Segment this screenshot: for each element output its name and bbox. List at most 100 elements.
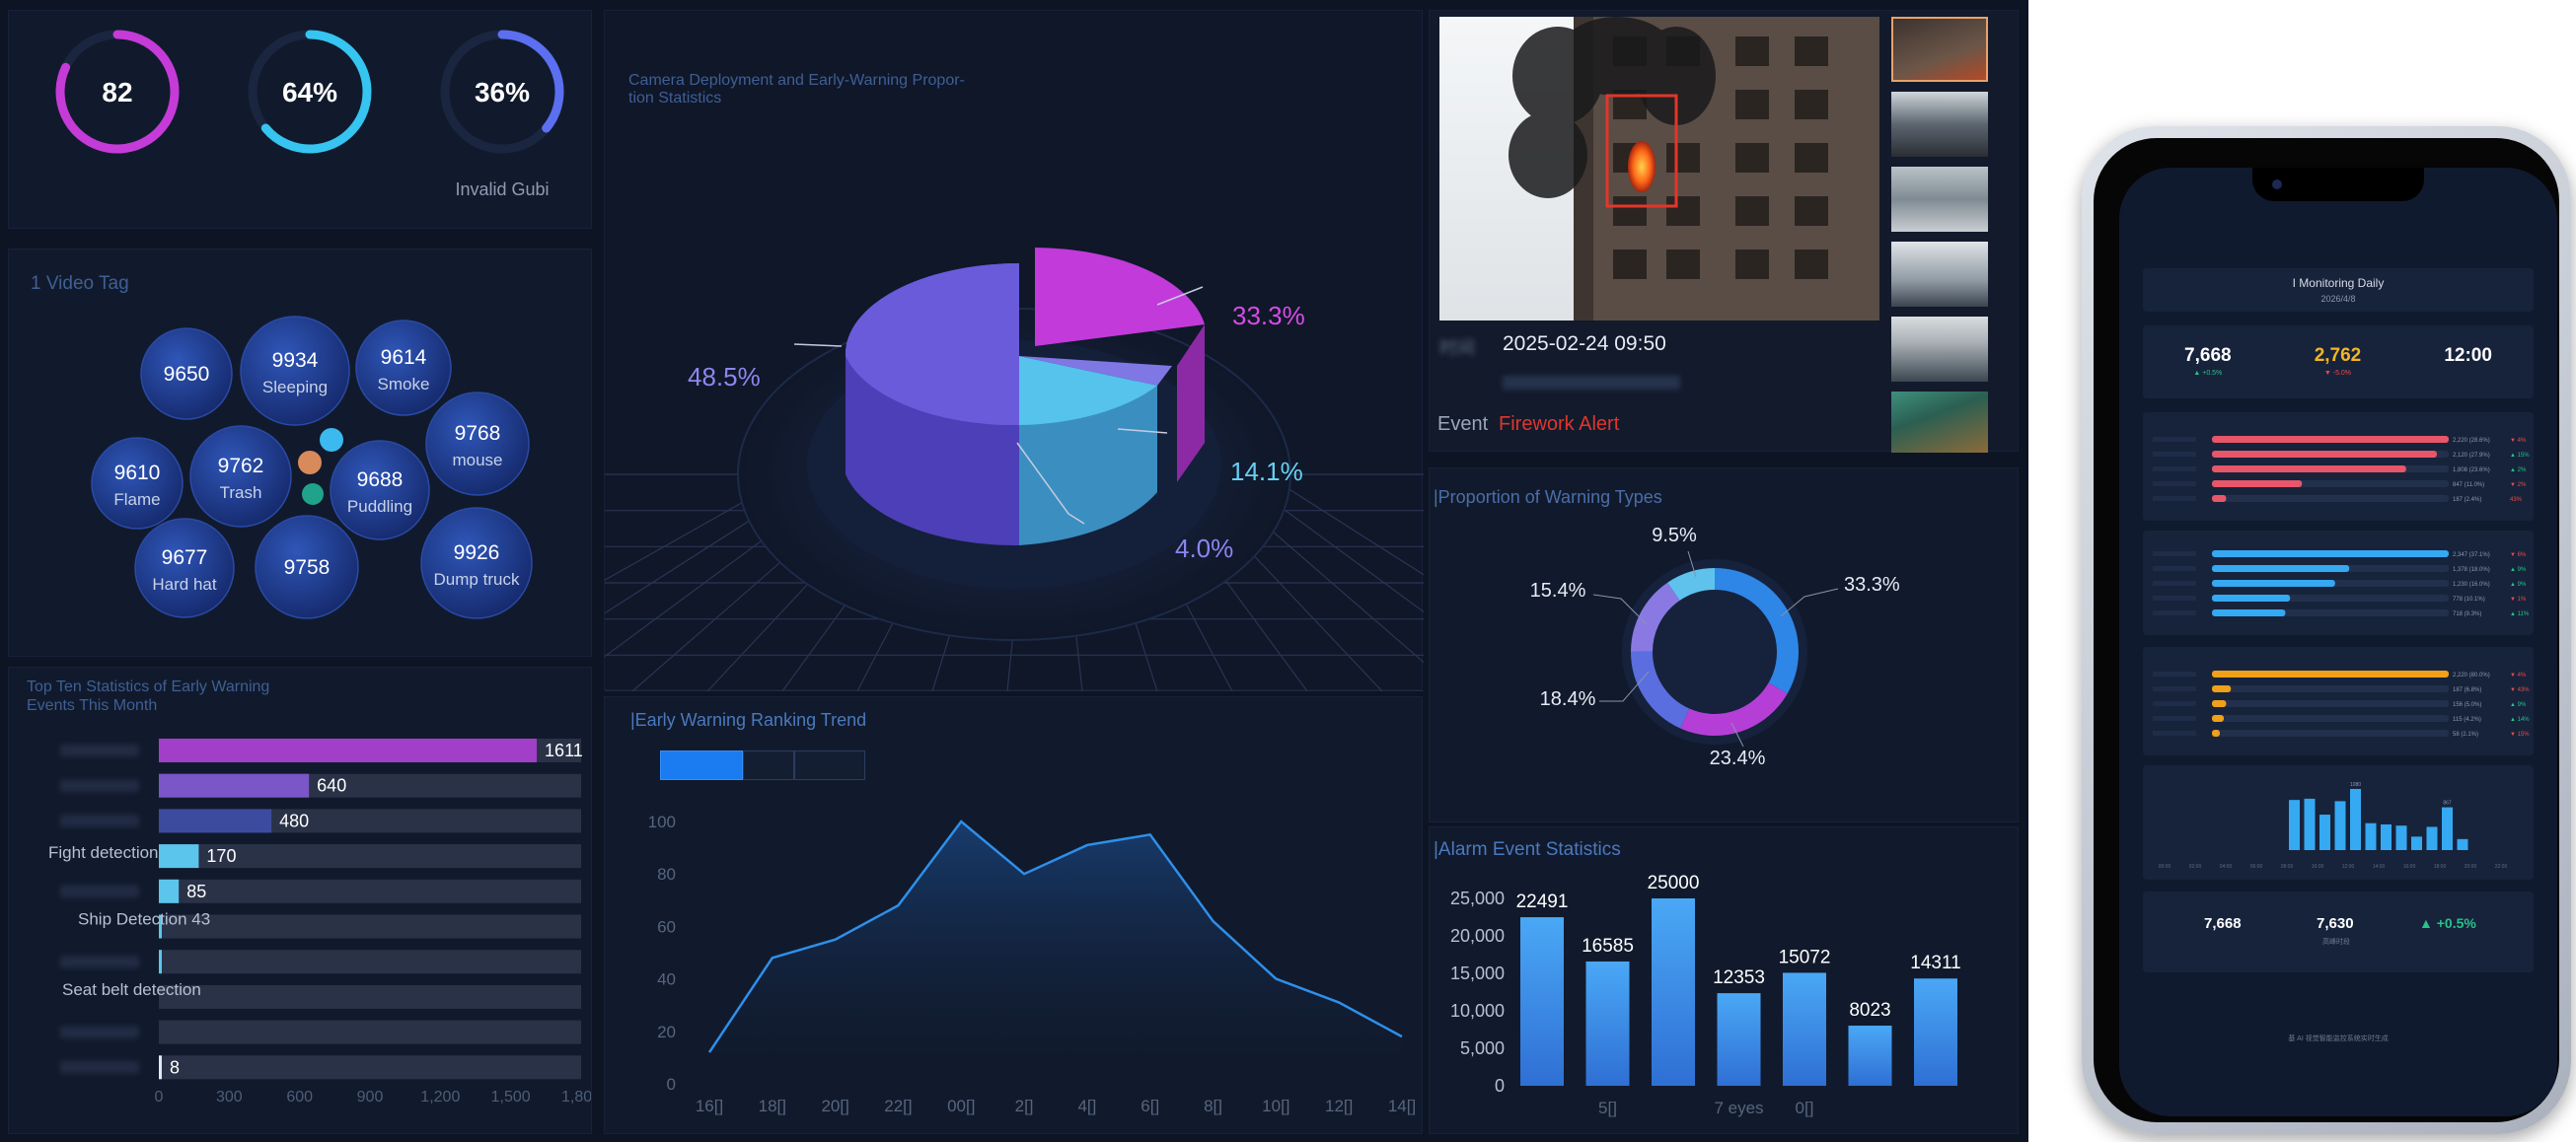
phone-bar-fill <box>2212 480 2303 487</box>
alarm-bar <box>1585 961 1630 1086</box>
donut-slice <box>1714 568 1799 694</box>
phone-row-label-blurred <box>2153 610 2196 615</box>
video-tag-panel: 1 Video Tag 9650 9934 Sleeping 9614 Smoke 976… <box>8 249 592 657</box>
phone-bar-track <box>2212 700 2449 707</box>
alarm-x-tick: 5[] <box>1598 1099 1617 1117</box>
trend-tab-week[interactable] <box>743 750 794 780</box>
video-tag-bubble <box>91 437 184 530</box>
phone-stats-card: 7,668 ▲ +0.5% 2,762 ▼ -5.0% 12:00 <box>2143 325 2534 398</box>
alarm-bar <box>1914 978 1957 1086</box>
donut-label: 15.4% <box>1530 580 1586 602</box>
deployment-title: Camera Deployment and Early-Warning Prop… <box>628 72 965 107</box>
trend-x-tick: 14[] <box>1388 1097 1416 1115</box>
alarm-y-tick: 15,000 <box>1450 964 1505 983</box>
top-ten-bar <box>159 844 199 869</box>
camera-main-image[interactable] <box>1439 17 1879 321</box>
bubble-value: 9934 <box>272 349 319 372</box>
warning-types-panel: |Proportion of Warning Types 33.3% 23.4% 1… <box>1429 467 2019 822</box>
video-tag-bubble <box>189 425 292 528</box>
phone-stat-value: 2,762 <box>2314 345 2362 366</box>
trend-y-tick: 60 <box>657 917 676 936</box>
phone-row-label-blurred <box>2153 596 2196 601</box>
camera-time-label: 时间 <box>1439 338 1475 358</box>
video-tag-bubble <box>240 316 350 426</box>
camera-thumb-1[interactable] <box>1891 17 1988 82</box>
donut-slice <box>1680 682 1788 736</box>
bubble-value: 9650 <box>164 363 210 386</box>
donut-label: 18.4% <box>1540 688 1596 710</box>
phone-row-label-blurred <box>2153 581 2196 586</box>
phone-row-label-blurred <box>2153 437 2196 442</box>
dashboard: 82 64% 36% Invalid Gubi 1 Video Tag 9650 993… <box>0 0 2024 1142</box>
bubble-value: 9768 <box>455 422 501 445</box>
trend-y-tick: 20 <box>657 1023 676 1041</box>
camera-thumb-2[interactable] <box>1891 92 1988 157</box>
trend-panel: |Early Warning Ranking Trend 0 20 40 60 80 10… <box>604 696 1423 1134</box>
phone-bar-track <box>2212 495 2449 502</box>
phone-stat-value: 12:00 <box>2444 345 2492 366</box>
top-ten-label: Fight detection <box>48 843 159 862</box>
trend-tab-month[interactable] <box>794 750 865 780</box>
phone-bar-fill <box>2212 671 2449 678</box>
top-ten-label-blurred <box>60 956 139 968</box>
camera-thumb-6[interactable] <box>1891 392 1988 453</box>
camera-thumb-4[interactable] <box>1891 242 1988 307</box>
pie-label: 14.1% <box>1230 457 1303 486</box>
pie-leader <box>1156 286 1204 306</box>
pie-label: 4.0% <box>1175 534 1233 563</box>
deployment-title-line2: tion Statistics <box>628 90 722 107</box>
phone-screen: I Monitoring Daily 2026/4/8 7,668 ▲ +0.5%… <box>2119 168 2557 1116</box>
top-ten-track <box>159 950 581 974</box>
phone-bar-text: 187 (2.4%) <box>2453 497 2481 503</box>
donut-leader <box>1599 671 1650 702</box>
phone-stat: 12:00 <box>2444 345 2492 377</box>
phone-stat-value: 7,668 <box>2184 345 2232 366</box>
phone-mini-tick: 06:00 <box>2250 864 2263 870</box>
donut-slice <box>1631 582 1680 653</box>
phone-bottom-c: ▲ +0.5% <box>2419 915 2476 931</box>
phone-mini-tick: 04:00 <box>2220 864 2233 870</box>
phone-date: 2026/4/8 <box>2320 294 2356 304</box>
phone-bar-text: 58 (2.1%) <box>2453 732 2478 738</box>
phone-bar-text: 847 (11.0%) <box>2453 482 2484 488</box>
bubble-value: 9614 <box>381 346 427 369</box>
alarm-bar-label: 15072 <box>1779 947 1831 967</box>
phone-bar-text: 156 (5.0%) <box>2453 702 2481 708</box>
video-tag-bubbles: 9650 9934 Sleeping 9614 Smoke 9768 mouse 9610 Fl… <box>91 316 533 619</box>
top-ten-label-blurred <box>60 1026 139 1038</box>
gauge-arc <box>260 30 372 154</box>
phone-mockup: I Monitoring Daily 2026/4/8 7,668 ▲ +0.5%… <box>2082 126 2571 1134</box>
phone-bar-fill <box>2212 465 2406 472</box>
video-tag-title: 1 Video Tag <box>31 273 129 294</box>
alarm-y-tick: 20,000 <box>1450 926 1505 946</box>
trend-line-chart: 0 20 40 60 80 100 16[] 18[] 20[] 22[] 00[] 2[] 4[] 6[… <box>648 813 1417 1115</box>
alarm-bar-label: 22491 <box>1516 892 1569 912</box>
trend-area <box>709 821 1402 1084</box>
phone-notch <box>2252 168 2424 201</box>
trend-x-tick: 2[] <box>1015 1097 1034 1115</box>
bubble-dot-orange <box>298 451 322 474</box>
phone-bar-fill <box>2212 565 2350 572</box>
phone-title: I Monitoring Daily <box>2292 276 2385 290</box>
alarm-bar-label: 12353 <box>1713 967 1765 988</box>
camera-thumb-3[interactable] <box>1891 167 1988 232</box>
camera-event-value: Firework Alert <box>1499 413 1620 435</box>
top-ten-value: 85 <box>186 882 206 901</box>
bubble-value: 9610 <box>114 462 161 484</box>
donut-leader <box>1780 588 1839 617</box>
phone-bar-delta: ▲ 9% <box>2510 567 2527 573</box>
phone-row-label-blurred <box>2153 701 2196 706</box>
bubble-label: Dump truck <box>434 570 520 589</box>
phone-bar-text: 2,220 (80.0%) <box>2453 673 2490 678</box>
bubble-value: 9758 <box>284 556 331 579</box>
phone-mini-bar <box>2426 826 2438 850</box>
phone-row-label-blurred <box>2153 566 2196 571</box>
phone-mini-tick: 18:00 <box>2434 864 2447 870</box>
camera-thumb-5[interactable] <box>1891 317 1988 382</box>
trend-tab-day[interactable] <box>660 750 743 780</box>
phone-mini-tick: 10:00 <box>2312 864 2324 870</box>
phone-bar-delta: ▼ 43% <box>2510 687 2530 693</box>
alarm-bar-label: 25000 <box>1648 873 1700 893</box>
bubble-label: Trash <box>220 483 262 502</box>
trend-x-tick: 12[] <box>1325 1097 1353 1115</box>
